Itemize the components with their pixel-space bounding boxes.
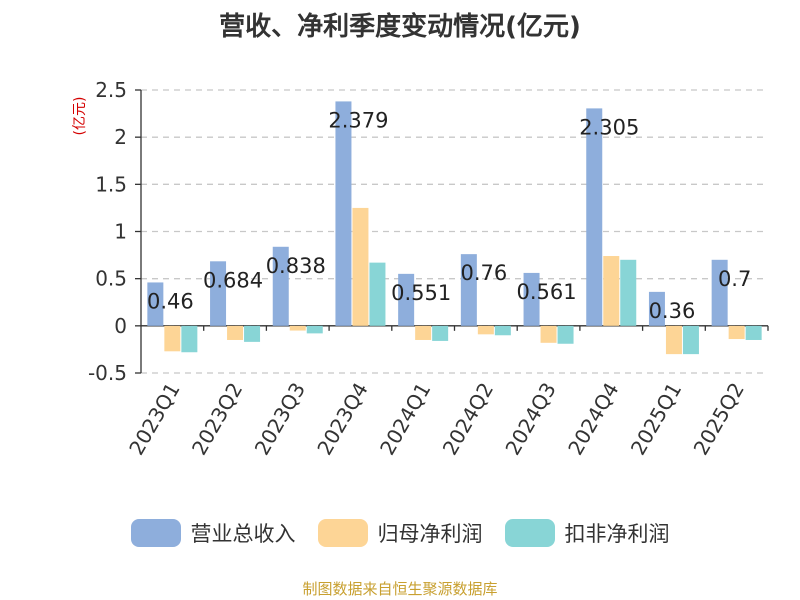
bar-2-2025Q2 [745,325,762,340]
bar-1-2023Q4 [352,207,369,326]
x-tick-label: 2024Q2 [438,378,498,459]
bar-2-2023Q1 [181,325,198,353]
y-tick-label: 2 [114,125,127,149]
x-tick-label: 2025Q2 [689,378,749,459]
x-tick-label: 2024Q4 [563,378,623,459]
bar-1-2025Q2 [728,325,745,340]
bar-0-2024Q1 [398,273,415,326]
bar-0-2025Q2 [711,259,728,326]
legend-label-deducted-profit: 扣非净利润 [564,522,670,546]
bar-0-2023Q1 [147,282,164,326]
legend-swatch-revenue [130,519,181,547]
legend-swatch-net-profit [317,519,368,547]
y-tick-label: -0.5 [88,361,127,385]
bar-1-2024Q2 [477,325,494,335]
bar-0-2024Q3 [523,272,540,326]
data-label: 0.36 [649,299,696,323]
data-label: 0.76 [460,261,507,285]
bar-1-2024Q4 [603,256,620,326]
legend-item-revenue[interactable]: 营业总收入 [130,518,296,548]
bar-2-2023Q4 [369,262,386,326]
bar-2-2024Q2 [494,325,511,336]
bar-2-2024Q4 [620,259,637,326]
y-tick-label: 1 [114,220,127,244]
y-tick-label: 0 [114,314,127,338]
legend-label-net-profit: 归母净利润 [377,522,483,546]
data-label: 0.561 [516,280,576,304]
x-tick-label: 2023Q1 [124,378,184,459]
bar-1-2024Q1 [415,325,432,340]
bar-2-2023Q2 [244,325,261,342]
x-tick-label: 2024Q1 [375,378,435,459]
data-label: 2.379 [328,108,388,132]
bar-0-2024Q4 [586,108,603,326]
bar-0-2023Q4 [335,101,352,326]
bar-0-2023Q3 [272,246,289,326]
x-tick-label: 2023Q3 [250,378,310,459]
bar-2-2024Q3 [557,325,574,344]
chart-title: 营收、净利季度变动情况(亿元) [219,12,581,42]
y-tick-label: 1.5 [95,172,127,196]
y-tick-label: 2.5 [95,78,127,102]
chart-legend: 营业总收入 归母净利润 扣非净利润 [0,518,800,548]
y-tick-label: 0.5 [95,267,127,291]
legend-item-deducted-profit[interactable]: 扣非净利润 [504,518,670,548]
data-label: 0.684 [203,268,263,292]
bar-2-2024Q1 [432,325,449,341]
bar-1-2023Q1 [164,325,181,352]
x-tick-label: 2023Q4 [312,378,372,459]
y-axis-unit-label: (亿元) [72,97,88,136]
data-label: 0.551 [391,281,451,305]
bar-1-2023Q3 [289,325,306,331]
bar-2-2023Q3 [306,325,323,334]
bar-0-2025Q1 [648,291,665,326]
bar-0-2023Q2 [210,261,227,326]
legend-item-net-profit[interactable]: 归母净利润 [317,518,483,548]
data-label: 0.7 [718,267,751,291]
data-label: 0.46 [147,289,194,313]
bar-0-2024Q2 [460,254,477,326]
legend-label-revenue: 营业总收入 [190,522,296,546]
bar-1-2025Q1 [665,325,682,355]
data-label: 0.838 [266,254,326,278]
data-label: 2.305 [579,115,639,139]
bar-1-2024Q3 [540,325,557,343]
x-tick-label: 2023Q2 [187,378,247,459]
bar-1-2023Q2 [227,325,244,340]
x-tick-label: 2025Q1 [626,378,686,459]
legend-swatch-deducted-profit [504,519,555,547]
bar-2-2025Q1 [682,325,699,355]
x-tick-label: 2024Q3 [500,378,560,459]
data-source-note: 制图数据来自恒生聚源数据库 [302,580,498,598]
